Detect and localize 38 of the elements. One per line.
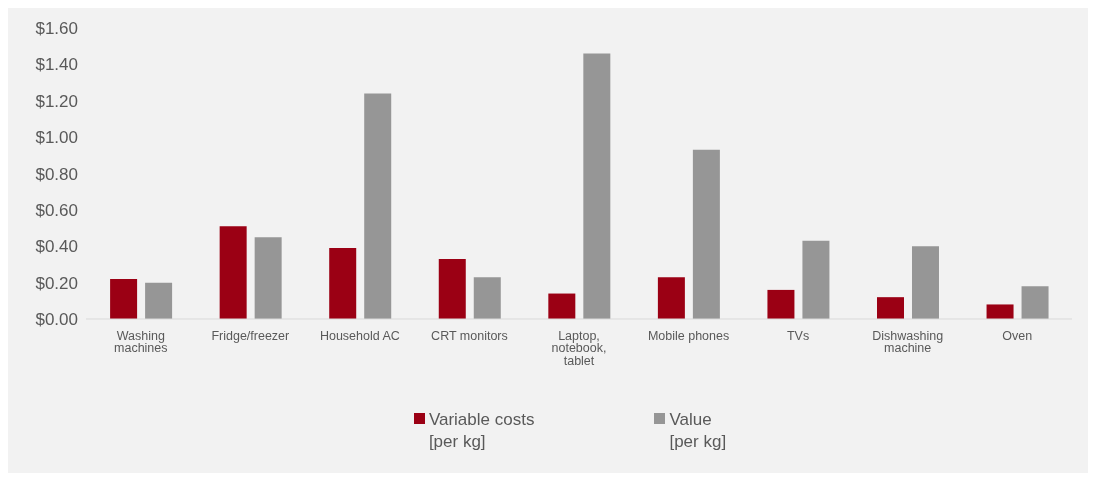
bar bbox=[548, 293, 576, 319]
bar bbox=[473, 277, 501, 319]
y-tick-label: $1.60 bbox=[35, 19, 78, 39]
x-tick-label: Washing machines bbox=[114, 328, 168, 356]
bar bbox=[767, 289, 795, 319]
legend-label: Value [per kg] bbox=[669, 409, 727, 453]
bar bbox=[657, 277, 685, 319]
y-tick-label: $0.20 bbox=[35, 273, 78, 293]
y-tick-label: $0.60 bbox=[35, 200, 78, 220]
bar bbox=[254, 237, 282, 319]
bar bbox=[364, 93, 392, 319]
bar bbox=[583, 53, 611, 319]
bar bbox=[692, 149, 720, 319]
x-tick-label: Fridge/freezer bbox=[211, 328, 290, 343]
bar bbox=[802, 240, 830, 319]
bar bbox=[911, 246, 939, 319]
legend-label: Variable costs [per kg] bbox=[428, 409, 535, 453]
x-tick-label: Dishwashing machine bbox=[872, 328, 944, 356]
bar bbox=[145, 282, 173, 319]
bar bbox=[438, 258, 466, 319]
bar bbox=[986, 304, 1014, 319]
y-tick-label: $1.40 bbox=[35, 55, 78, 75]
y-tick-label: $0.40 bbox=[35, 237, 78, 257]
x-tick-label: CRT monitors bbox=[431, 328, 508, 343]
bar bbox=[1021, 286, 1049, 319]
bar bbox=[110, 278, 138, 319]
bar bbox=[876, 297, 904, 319]
x-tick-label: Laptop, notebook, tablet bbox=[551, 328, 607, 368]
x-tick-label: TVs bbox=[786, 328, 810, 343]
bar bbox=[219, 226, 247, 319]
y-tick-label: $0.00 bbox=[35, 310, 78, 330]
bar bbox=[329, 248, 357, 319]
y-tick-label: $1.20 bbox=[35, 91, 78, 111]
y-tick-label: $0.80 bbox=[35, 164, 78, 184]
x-tick-label: Household AC bbox=[319, 328, 400, 343]
x-tick-label: Oven bbox=[1002, 328, 1033, 343]
x-tick-label: Mobile phones bbox=[647, 328, 730, 343]
y-tick-label: $1.00 bbox=[35, 128, 78, 148]
